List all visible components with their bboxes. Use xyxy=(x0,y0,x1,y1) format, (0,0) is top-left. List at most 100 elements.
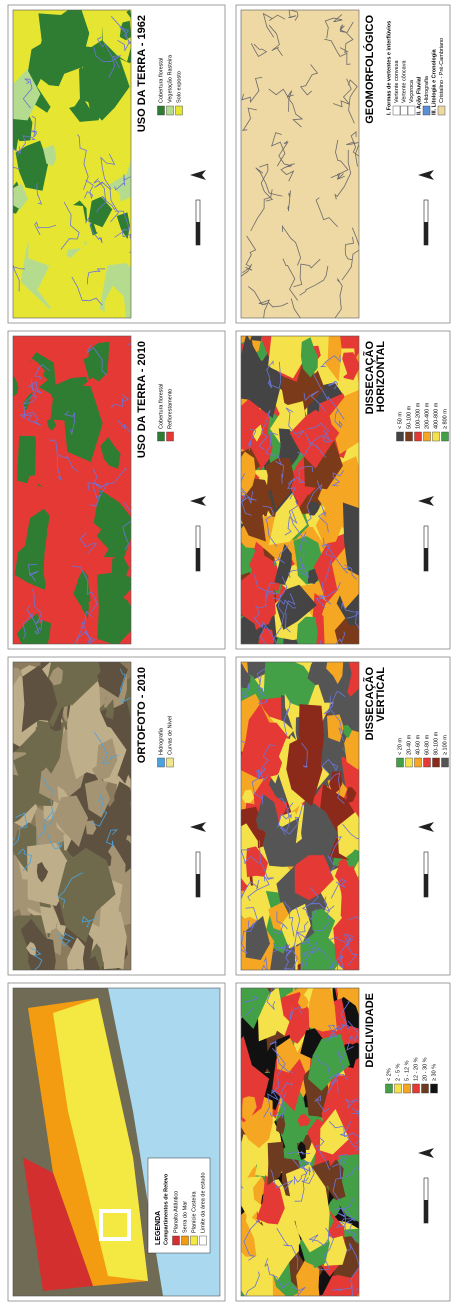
map-area xyxy=(242,1096,257,1123)
map-area xyxy=(241,663,251,689)
river xyxy=(308,1230,330,1247)
river xyxy=(110,16,130,52)
map-area xyxy=(245,703,272,755)
river xyxy=(32,589,43,632)
river xyxy=(330,1024,350,1038)
river xyxy=(329,772,345,804)
river xyxy=(344,1097,359,1110)
river xyxy=(241,473,247,503)
river xyxy=(278,576,297,609)
river xyxy=(247,875,270,902)
river xyxy=(262,12,286,38)
river xyxy=(348,916,359,944)
river xyxy=(307,422,333,443)
map-frame xyxy=(12,9,132,319)
river xyxy=(288,551,305,578)
legend-swatch xyxy=(430,1083,438,1094)
river xyxy=(286,477,297,500)
map-area xyxy=(67,937,85,970)
river xyxy=(332,1001,351,1031)
map-area xyxy=(15,140,49,191)
label-text: 20 - 30 % xyxy=(422,1057,428,1081)
label-text: USO DA TERRA - 2010 xyxy=(136,341,148,458)
river xyxy=(301,1160,315,1185)
map-area xyxy=(13,128,19,151)
map-area xyxy=(301,796,338,866)
panel xyxy=(235,982,451,1302)
river xyxy=(105,829,119,848)
map-area xyxy=(333,900,359,970)
river xyxy=(245,1271,260,1296)
river xyxy=(293,258,321,288)
river xyxy=(265,582,278,599)
label-text: 400-800 m xyxy=(433,402,439,429)
label-text: Compartimentos de Relevo xyxy=(163,1173,169,1245)
river xyxy=(334,409,343,428)
river xyxy=(22,609,33,640)
river xyxy=(71,276,103,306)
river xyxy=(271,1048,286,1095)
river xyxy=(342,823,359,840)
river xyxy=(268,24,283,57)
map-area xyxy=(52,795,89,847)
map-area xyxy=(241,498,266,542)
map-area xyxy=(63,384,103,462)
map-area xyxy=(344,729,359,770)
river xyxy=(34,364,50,380)
label-text: Hidrografia xyxy=(424,75,430,103)
map-area xyxy=(16,613,43,644)
label-text: ORTOFOTO - 2010 xyxy=(136,667,148,763)
legend-swatch xyxy=(166,105,174,116)
label-text: DISSECAÇÃO xyxy=(363,341,376,415)
river xyxy=(265,431,279,457)
scale-bar-fill xyxy=(196,548,200,571)
river xyxy=(323,691,346,715)
river xyxy=(36,811,55,845)
river xyxy=(250,189,273,232)
map-area xyxy=(119,20,131,41)
river xyxy=(295,907,313,970)
river xyxy=(335,1209,357,1228)
river xyxy=(289,1006,303,1020)
river xyxy=(292,1158,309,1202)
river xyxy=(114,174,131,191)
river xyxy=(85,217,103,244)
label-text: DECLIVIDADE xyxy=(364,993,376,1068)
label-text: Vertente côncava xyxy=(401,60,407,103)
map-area xyxy=(307,662,325,686)
river xyxy=(320,354,341,368)
river xyxy=(241,683,251,698)
label-text: I. Formas de vertentes e interflúvios xyxy=(386,21,392,115)
map-area xyxy=(37,262,75,318)
map-area xyxy=(278,662,317,710)
river xyxy=(58,454,79,473)
map-area xyxy=(31,39,66,87)
map-frame xyxy=(12,987,221,1297)
river xyxy=(17,848,32,871)
map-area xyxy=(36,862,49,883)
river xyxy=(36,183,43,205)
river xyxy=(314,1095,330,1113)
legend-swatch xyxy=(405,757,413,768)
label-text: 50-100 m xyxy=(406,405,412,429)
map-area xyxy=(276,1113,286,1135)
river xyxy=(26,604,41,635)
river xyxy=(346,1242,359,1282)
river xyxy=(13,264,25,292)
river xyxy=(342,564,357,580)
map-area xyxy=(21,665,58,733)
river xyxy=(87,268,106,285)
map-area xyxy=(346,787,357,804)
river xyxy=(286,94,304,128)
river xyxy=(346,141,359,167)
map-area xyxy=(241,336,283,418)
river xyxy=(87,482,109,491)
river xyxy=(343,933,354,947)
river xyxy=(241,879,260,900)
label-text: < 20 m xyxy=(397,738,403,755)
river xyxy=(241,263,253,277)
river xyxy=(336,172,345,180)
river xyxy=(269,1092,287,1117)
river xyxy=(110,394,130,409)
map-frame xyxy=(12,335,132,645)
